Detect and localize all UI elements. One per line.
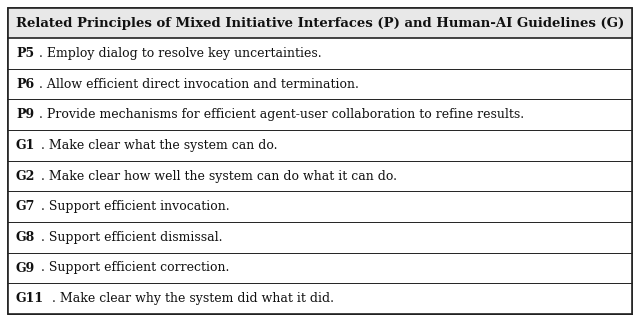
Text: . Support efficient correction.: . Support efficient correction.: [41, 261, 229, 274]
Bar: [8, 38, 632, 69]
Text: . Allow efficient direct invocation and termination.: . Allow efficient direct invocation and …: [40, 78, 359, 90]
Text: . Make clear why the system did what it did.: . Make clear why the system did what it …: [52, 292, 334, 305]
Text: . Make clear what the system can do.: . Make clear what the system can do.: [41, 139, 278, 152]
Text: P9: P9: [16, 108, 34, 121]
Text: . Make clear how well the system can do what it can do.: . Make clear how well the system can do …: [41, 169, 397, 183]
Text: Related Principles of Mixed Initiative Interfaces (P) and Human-AI Guidelines (G: Related Principles of Mixed Initiative I…: [16, 16, 624, 30]
Bar: [8, 222, 632, 253]
Text: P5: P5: [16, 47, 34, 60]
Text: G1: G1: [16, 139, 35, 152]
Text: . Employ dialog to resolve key uncertainties.: . Employ dialog to resolve key uncertain…: [40, 47, 322, 60]
Bar: [8, 69, 632, 99]
Bar: [8, 130, 632, 161]
Text: G8: G8: [16, 231, 35, 244]
Text: G2: G2: [16, 169, 35, 183]
Bar: [8, 253, 632, 283]
Bar: [8, 283, 632, 314]
Text: . Support efficient dismissal.: . Support efficient dismissal.: [41, 231, 222, 244]
Text: P6: P6: [16, 78, 34, 90]
Bar: [8, 99, 632, 130]
Text: G9: G9: [16, 261, 35, 274]
Text: . Provide mechanisms for efficient agent-user collaboration to refine results.: . Provide mechanisms for efficient agent…: [40, 108, 525, 121]
Bar: [8, 8, 632, 38]
Text: G7: G7: [16, 200, 35, 213]
Bar: [8, 161, 632, 191]
Text: G11: G11: [16, 292, 44, 305]
Text: . Support efficient invocation.: . Support efficient invocation.: [41, 200, 230, 213]
Bar: [8, 191, 632, 222]
